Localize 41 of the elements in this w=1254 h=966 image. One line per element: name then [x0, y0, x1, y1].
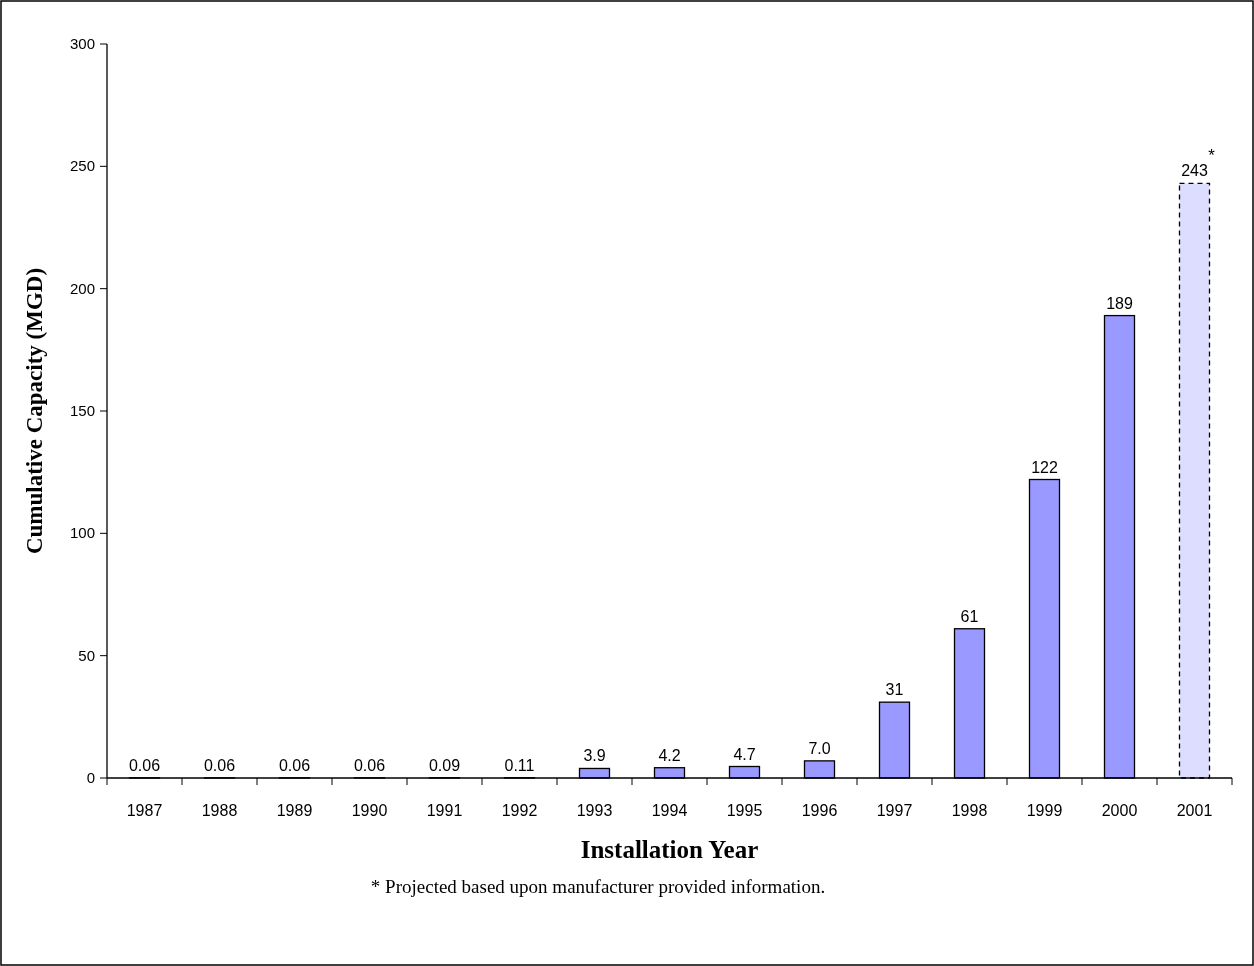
data-label: 4.7	[733, 745, 756, 763]
x-tick-label: 1994	[651, 802, 688, 819]
y-tick-label: 150	[69, 402, 95, 419]
x-tick-label: 1998	[951, 802, 988, 819]
x-tick-label: 1987	[126, 802, 163, 819]
x-tick-label: 1992	[501, 802, 538, 819]
annotation: *	[1208, 146, 1216, 166]
x-tick-label: 1995	[726, 802, 763, 819]
x-tick-label: 2000	[1101, 802, 1138, 819]
data-label: 0.06	[203, 756, 236, 774]
data-label: 0.06	[353, 756, 386, 774]
data-label: 0.06	[128, 756, 161, 774]
y-tick-label: 50	[78, 646, 95, 664]
y-tick-label: 0	[86, 769, 95, 786]
x-tick-label: 2001	[1176, 802, 1213, 819]
data-label: 7.0	[808, 739, 831, 757]
data-label: 122	[1031, 458, 1058, 476]
y-tick-label: 200	[69, 279, 95, 297]
data-label: 4.2	[658, 746, 681, 764]
x-axis-title: Installation Year	[580, 836, 759, 863]
x-tick-label: 1999	[1026, 802, 1063, 819]
data-label: 31	[885, 681, 904, 699]
x-tick-label: 1997	[876, 802, 913, 819]
data-label: 243	[1181, 162, 1208, 180]
x-tick-label: 1993	[576, 802, 613, 819]
data-label: 0.11	[504, 756, 535, 774]
y-tick-label: 300	[69, 35, 95, 52]
x-tick-label: 1990	[351, 802, 388, 819]
x-tick-label: 1989	[276, 802, 313, 819]
y-tick-label: 100	[69, 524, 95, 542]
data-label: 61	[960, 607, 979, 625]
data-label: 189	[1106, 294, 1133, 312]
data-label: 0.09	[428, 756, 461, 774]
x-tick-label: 1996	[801, 802, 838, 819]
x-tick-label: 1991	[426, 802, 463, 819]
text: * Projected based upon manufacturer provided information.	[370, 876, 826, 897]
y-axis-title: Cumulative Capacity (MGD)	[22, 267, 47, 555]
data-label: 0.06	[278, 756, 311, 774]
y-tick-label: 250	[69, 157, 95, 175]
x-tick-label: 1988	[201, 802, 238, 819]
data-label: 3.9	[583, 747, 606, 765]
